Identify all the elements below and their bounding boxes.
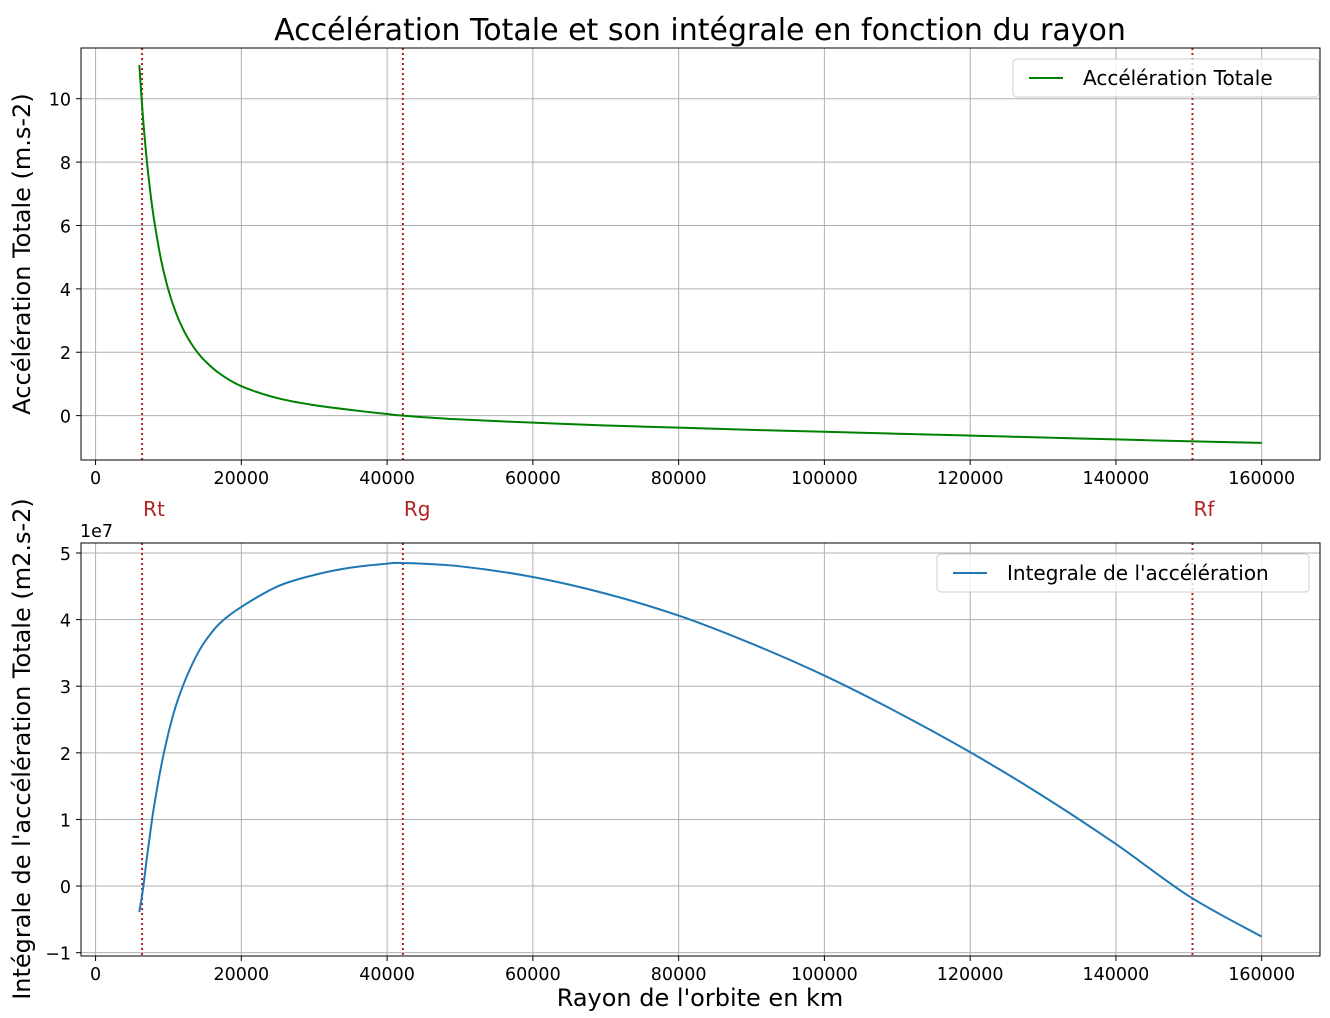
x-tick-label: 60000	[505, 469, 561, 489]
y-tick-label: 10	[49, 91, 71, 111]
y-tick-label: 2	[60, 344, 71, 364]
x-tick-label: 100000	[791, 965, 858, 985]
x-tick-label: 60000	[505, 965, 561, 985]
x-tick-label: 20000	[214, 965, 270, 985]
y-tick-label: 5	[60, 545, 71, 565]
y-tick-label: 2	[60, 745, 71, 765]
x-tick-label: 80000	[651, 965, 707, 985]
legend: Integrale de l'accélération	[936, 553, 1310, 593]
acceleration-panel: 0 20000 40000 60000 80000 100000 120000 140000 1…	[49, 47, 1321, 521]
y-tick-label: 0	[60, 878, 71, 898]
x-tick-label: 80000	[651, 469, 707, 489]
x-tick-label: 40000	[359, 469, 415, 489]
chart-title: Accélération Totale et son intégrale en …	[274, 13, 1126, 48]
axes-frame	[80, 542, 1321, 957]
legend: Accélération Totale	[1012, 58, 1320, 98]
x-tick-label: 100000	[791, 469, 858, 489]
marker-label: Rf	[1193, 497, 1215, 521]
marker-label: Rg	[404, 497, 431, 521]
legend-box	[1012, 58, 1320, 98]
x-tick-label: 140000	[1083, 965, 1150, 985]
legend-label: Integrale de l'accélération	[1007, 561, 1269, 585]
y-tick-label: 1	[60, 811, 71, 831]
x-tick-label: 0	[90, 965, 101, 985]
x-tick-label: 20000	[214, 469, 270, 489]
series-line	[138, 64, 1262, 444]
x-tick-label: 140000	[1083, 469, 1150, 489]
marker-label: Rt	[143, 497, 165, 521]
y-tick-label: 8	[60, 154, 71, 174]
series-line	[138, 561, 1263, 938]
integral-x-axis-label: Rayon de l'orbite en km	[557, 984, 844, 1012]
integral-y-axis-label: Intégrale de l'accélération Totale (m2.s…	[8, 498, 36, 1000]
legend-box	[936, 553, 1310, 593]
x-tick-label: 0	[90, 469, 101, 489]
integral-panel: 0 20000 40000 60000 80000 100000 120000 140000 1…	[45, 542, 1321, 985]
legend-label: Accélération Totale	[1083, 66, 1273, 90]
x-tick-label: 40000	[359, 965, 415, 985]
axes-frame	[80, 47, 1321, 461]
x-tick-label: 120000	[937, 469, 1004, 489]
y-tick-label: 4	[60, 281, 71, 301]
y-tick-label: 0	[60, 408, 71, 428]
y-tick-label: 3	[60, 678, 71, 698]
y-tick-label: 6	[60, 217, 71, 237]
y-tick-label: 4	[60, 612, 71, 632]
acceleration-y-axis-label: Accélération Totale (m.s-2)	[8, 93, 36, 414]
x-tick-label: 160000	[1228, 965, 1295, 985]
integral-y-offset-label: 1e7	[80, 522, 113, 542]
x-tick-label: 120000	[937, 965, 1004, 985]
x-tick-label: 160000	[1228, 469, 1295, 489]
y-tick-label: −1	[45, 945, 71, 965]
